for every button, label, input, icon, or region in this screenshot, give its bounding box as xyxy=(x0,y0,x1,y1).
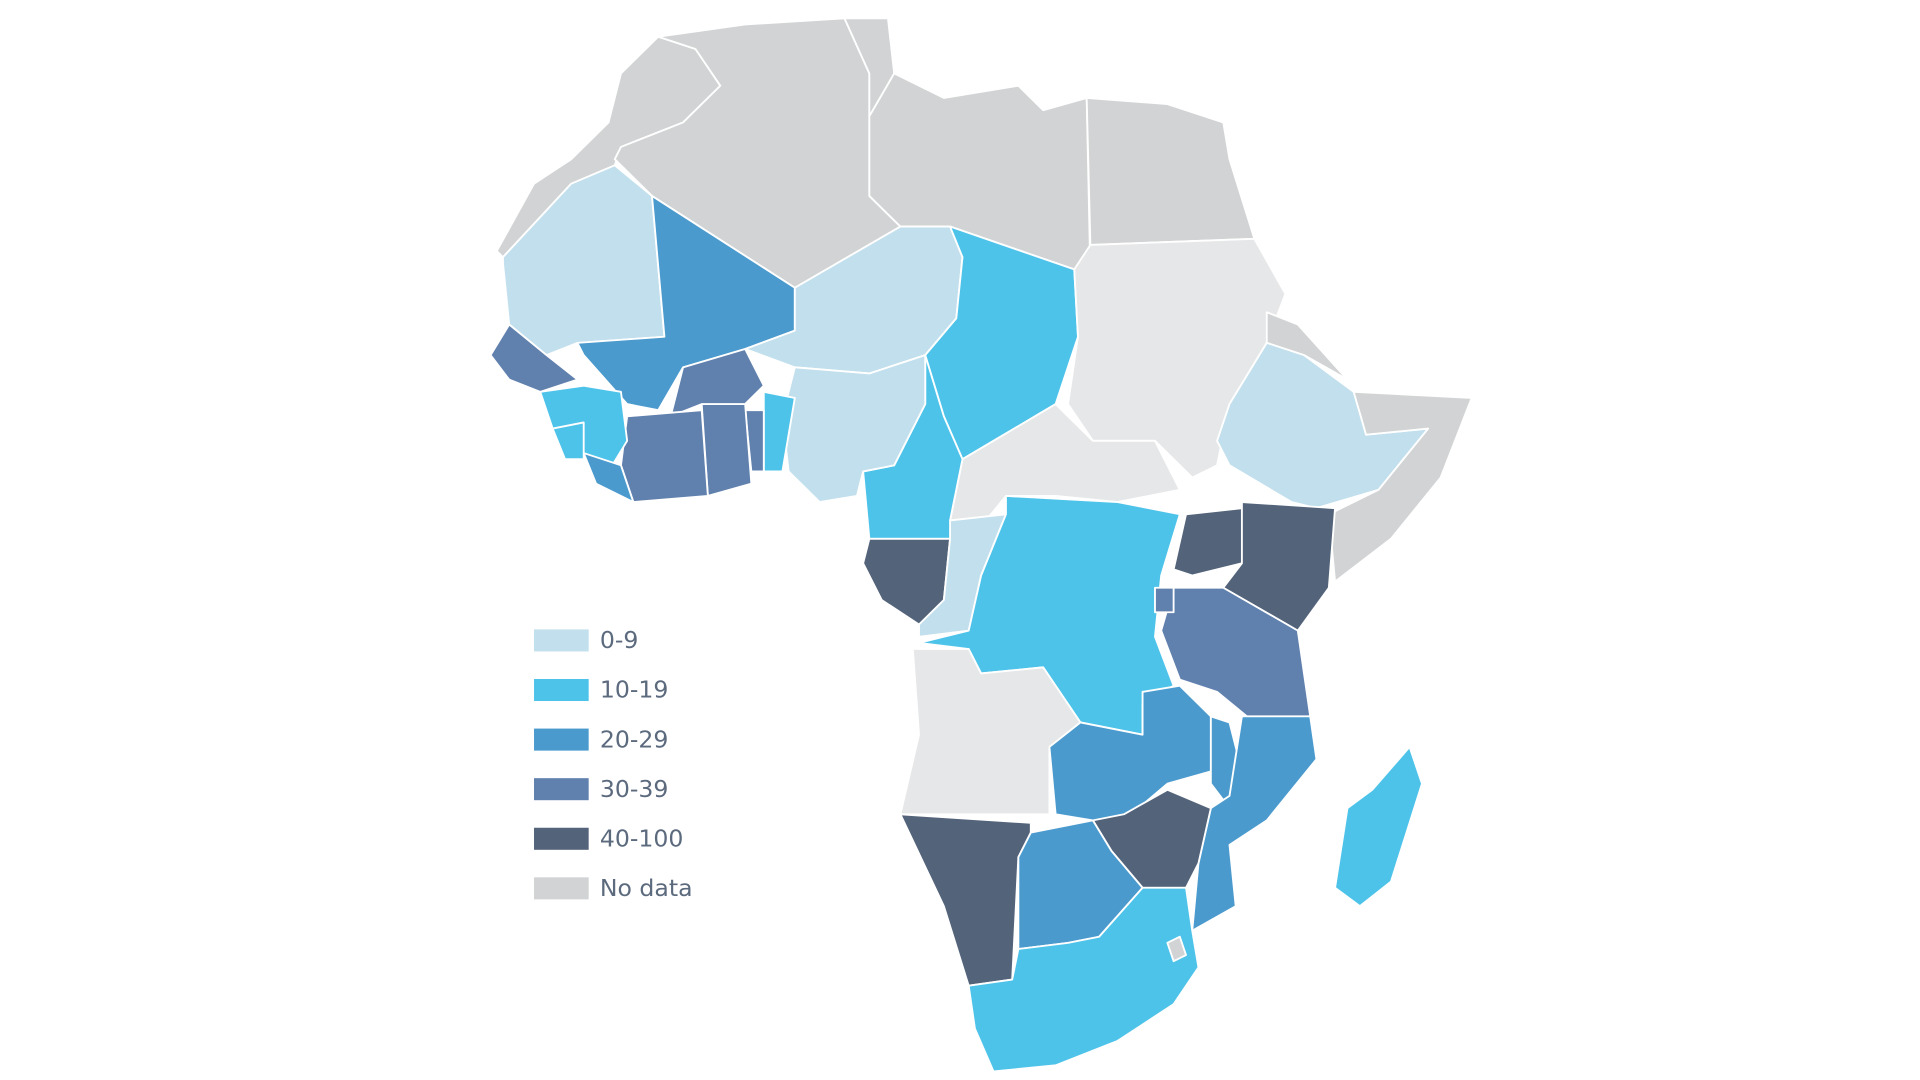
country xyxy=(489,323,579,393)
legend-label: 30-39 xyxy=(600,775,669,803)
country xyxy=(1265,311,1349,381)
legend-label: 20-29 xyxy=(600,725,669,753)
countries xyxy=(489,17,1473,1073)
legend-label: 40-100 xyxy=(600,825,684,853)
country xyxy=(700,403,753,497)
country xyxy=(967,886,1200,1073)
country xyxy=(1334,746,1423,908)
legend-swatch xyxy=(534,778,589,801)
country xyxy=(551,421,585,461)
legend-label: 10-19 xyxy=(600,676,669,704)
country xyxy=(1085,97,1256,246)
legend: 0-9 10-19 20-29 30-39 40-100 No data xyxy=(534,626,693,902)
country xyxy=(1216,341,1430,510)
country xyxy=(582,452,635,503)
country xyxy=(1154,586,1175,614)
country xyxy=(1166,935,1187,963)
country xyxy=(1067,237,1287,479)
legend-swatch xyxy=(534,728,589,751)
country xyxy=(620,409,709,503)
country xyxy=(1172,507,1243,577)
country xyxy=(502,164,666,357)
legend-swatch xyxy=(534,629,589,652)
country xyxy=(899,813,1032,987)
legend-swatch xyxy=(534,827,589,850)
country xyxy=(1191,715,1318,932)
legend-swatch xyxy=(534,877,589,900)
legend-swatch xyxy=(534,678,589,702)
country xyxy=(781,354,927,503)
legend-label: No data xyxy=(600,874,693,902)
legend-label: 0-9 xyxy=(600,626,639,654)
